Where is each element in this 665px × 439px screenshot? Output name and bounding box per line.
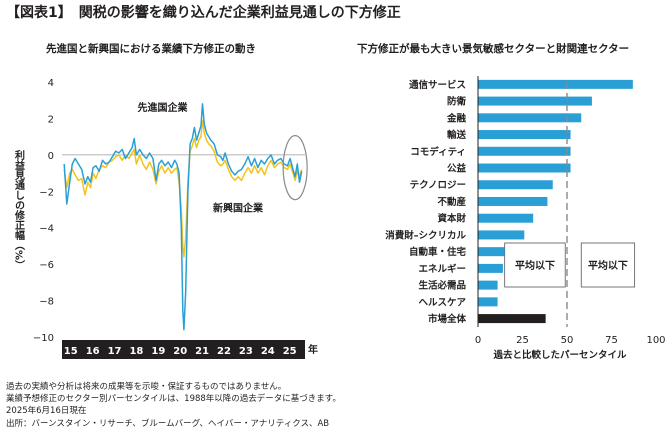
x-tick-label: 18 bbox=[129, 346, 143, 357]
highlight-ellipse bbox=[282, 135, 308, 201]
bar-category-label: テクノロジー bbox=[410, 180, 466, 191]
x-tick-label: 25 bbox=[516, 335, 529, 346]
bar-sector bbox=[478, 213, 534, 223]
bar-sector bbox=[478, 230, 525, 240]
y-tick-label: −8 bbox=[39, 297, 54, 308]
x-tick-label: 15 bbox=[64, 346, 78, 357]
bar-chart-title: 下方修正が最も大きい景気敏感セクターと財関連セクター bbox=[357, 43, 630, 55]
bar-category-label: 通信サービス bbox=[409, 79, 466, 91]
bar-category-label: 防衛 bbox=[447, 96, 467, 108]
bar-category-label: ヘルスケア bbox=[418, 297, 466, 308]
bar-category-label: 不動産 bbox=[437, 196, 466, 208]
y-tick-label: 2 bbox=[48, 114, 54, 125]
line-chart-title: 先進国と新興国における業績下方修正の動き bbox=[46, 43, 256, 55]
bar-market-total bbox=[478, 314, 546, 324]
x-tick-label: 25 bbox=[283, 346, 297, 357]
bar-sector bbox=[478, 247, 505, 257]
x-tick-label: 16 bbox=[86, 346, 100, 357]
x-axis-label: 年 bbox=[308, 343, 318, 356]
x-tick-label: 17 bbox=[108, 346, 122, 357]
annotation-box bbox=[580, 242, 636, 288]
bar-chart: 平均以下 平均以下 通信サービス防衛金融輸送コモディティ公益テクノロジー不動産資本財… bbox=[385, 76, 665, 361]
bar-category-label: 自動車・住宅 bbox=[409, 246, 467, 258]
y-tick-label: 4 bbox=[48, 78, 54, 89]
bar-sector bbox=[478, 146, 571, 156]
emerging-label: 新興国企業 bbox=[213, 201, 264, 214]
bar-x-axis-label: 過去と比較したパーセンタイル bbox=[492, 349, 627, 361]
x-tick-label: 22 bbox=[217, 346, 231, 357]
bar-category-label: 公益 bbox=[447, 163, 467, 175]
bar-sector bbox=[478, 180, 553, 190]
developed-label: 先進国企業 bbox=[138, 101, 189, 114]
emerging-series-line bbox=[63, 119, 303, 258]
bar-category-label: 消費財–シクリカル bbox=[385, 229, 466, 241]
bar-category-label: エネルギー bbox=[418, 263, 466, 275]
x-tick-label: 23 bbox=[239, 346, 253, 357]
bar-sector bbox=[478, 263, 503, 273]
annotation-box-label: 平均以下 bbox=[588, 259, 628, 272]
x-tick-label: 50 bbox=[561, 335, 574, 346]
bar-sector bbox=[478, 96, 592, 106]
y-tick-label: −4 bbox=[39, 224, 54, 235]
bar-sector bbox=[478, 163, 571, 173]
x-tick-label: 0 bbox=[475, 335, 481, 346]
developed-series-line bbox=[63, 103, 303, 331]
annotation-box-label: 平均以下 bbox=[515, 259, 555, 272]
footnotes: 過去の実績や分析は将来の成果等を示唆・保証するものではありません。 業績予想修正… bbox=[6, 381, 341, 430]
bar-sector bbox=[478, 297, 498, 307]
bar-category-label: 生活必需品 bbox=[418, 280, 466, 292]
y-axis-label: 利益見通しの修正幅（%） bbox=[13, 149, 26, 270]
x-axis-band bbox=[62, 340, 305, 359]
x-tick-label: 75 bbox=[605, 335, 618, 346]
bar-category-label: コモディティ bbox=[410, 146, 466, 158]
x-tick-label: 19 bbox=[151, 346, 165, 357]
footnote-disclaimer: 過去の実績や分析は将来の成果等を示唆・保証するものではありません。 bbox=[6, 382, 287, 392]
footnote-date: 2025年6月16日現在 bbox=[6, 406, 87, 417]
y-tick-label: −6 bbox=[39, 260, 54, 271]
annotation-box bbox=[504, 242, 566, 288]
y-tick-label: 0 bbox=[48, 151, 54, 162]
footnote-source: 出所：バーンスタイン・リサーチ、ブルームバーグ、ヘイバー・アナリティクス、AB bbox=[6, 418, 330, 429]
bar-category-label: 資本財 bbox=[437, 213, 466, 225]
x-tick-label: 100 bbox=[646, 335, 665, 346]
figure-title: 【図表1】 関税の影響を織り込んだ企業利益見通しの下方修正 bbox=[6, 5, 401, 21]
footnote-methodology: 業績予想修正のセクター別パーセンタイルは、1988年以降の過去データに基づきます… bbox=[6, 394, 341, 405]
bar-sector bbox=[478, 130, 571, 140]
bar-category-label: 市場全体 bbox=[428, 313, 467, 325]
bar-category-label: 金融 bbox=[446, 112, 467, 124]
x-tick-label: 21 bbox=[195, 346, 209, 357]
bar-sector bbox=[478, 113, 582, 123]
x-tick-label: 20 bbox=[173, 346, 187, 357]
y-tick-label: −2 bbox=[39, 187, 54, 198]
bar-sector bbox=[478, 280, 498, 290]
bar-sector bbox=[478, 196, 548, 206]
bar-category-label: 輸送 bbox=[447, 129, 467, 141]
y-tick-label: −10 bbox=[33, 333, 54, 344]
x-tick-label: 24 bbox=[261, 346, 275, 357]
bar-sector bbox=[478, 79, 633, 89]
